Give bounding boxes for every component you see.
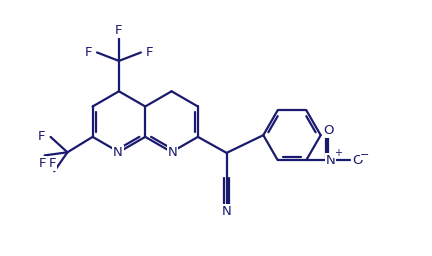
Text: F: F	[115, 24, 123, 37]
Text: O: O	[352, 154, 362, 167]
Text: O: O	[323, 124, 334, 137]
Text: N: N	[168, 146, 177, 158]
Text: F: F	[146, 46, 153, 59]
Text: N: N	[113, 146, 123, 158]
Text: F: F	[39, 156, 46, 169]
Text: N: N	[222, 205, 232, 218]
Text: F: F	[85, 46, 92, 59]
Text: −: −	[360, 150, 370, 160]
Text: F: F	[38, 130, 45, 143]
Text: N: N	[326, 154, 335, 167]
Text: F: F	[48, 157, 56, 170]
Text: +: +	[334, 148, 342, 158]
